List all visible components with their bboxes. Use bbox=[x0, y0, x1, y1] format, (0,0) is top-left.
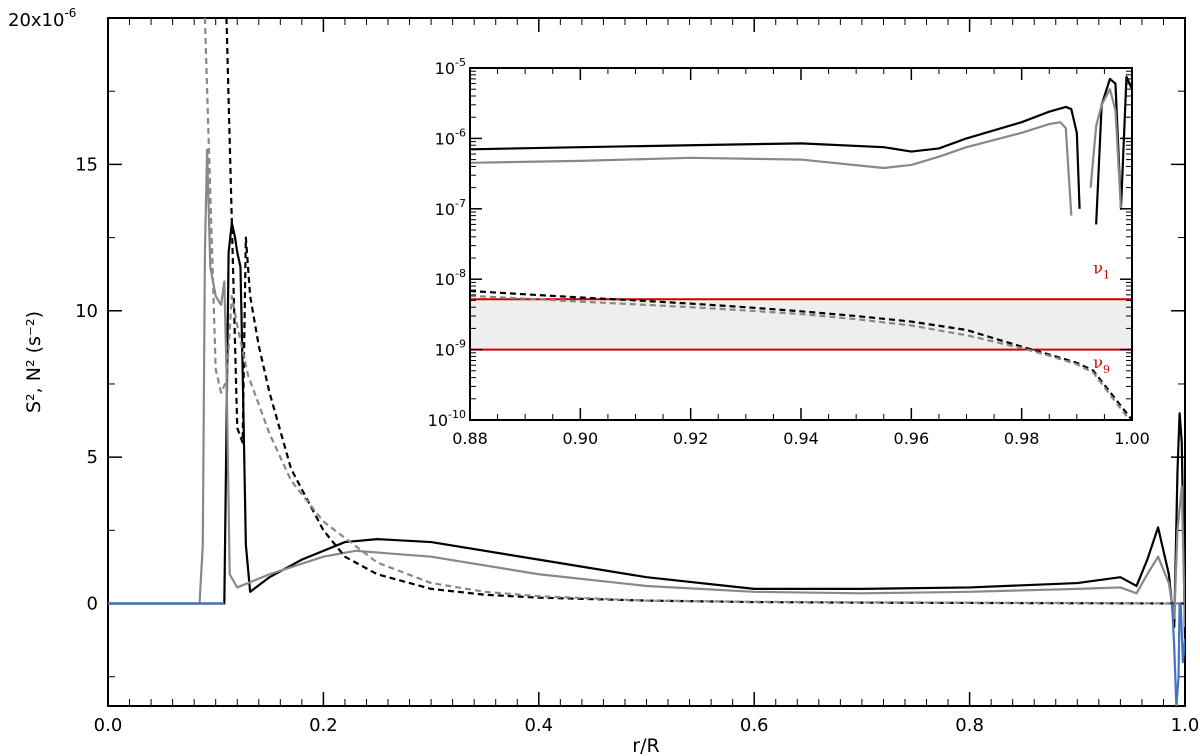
main-y-axis: 0 5 10 15 bbox=[75, 90, 1185, 678]
inset-y-tick-label: 10-10 bbox=[428, 408, 466, 430]
main-y-tick-label: 5 bbox=[87, 447, 98, 468]
inset-background bbox=[470, 68, 1132, 420]
x-axis-label: r/R bbox=[632, 735, 659, 756]
inset-x-tick-label: 0.98 bbox=[1004, 429, 1040, 448]
inset-band-fill bbox=[470, 299, 1132, 350]
inset-y-tick-label: 10-8 bbox=[435, 267, 466, 289]
main-series-line-n2_black bbox=[108, 221, 1185, 639]
main-series-line-negative_blue bbox=[108, 602, 1185, 706]
inset-band-annotation: ν9 bbox=[1093, 353, 1110, 376]
inset-x-tick-label: 0.88 bbox=[452, 429, 488, 448]
y-axis-label: S², N² (s⁻²) bbox=[23, 311, 45, 413]
inset-series-line-inset_s2_black bbox=[470, 289, 1132, 420]
inset-series-line-inset_s2_gray bbox=[470, 294, 1131, 420]
inset-y-axis: 10-10 10-9 10-8 10-7 10-6 10-5 bbox=[428, 56, 1132, 430]
inset-band-annotation: ν1 bbox=[1093, 259, 1110, 282]
inset-series-group bbox=[470, 75, 1132, 420]
inset-y-tick-label: 10-5 bbox=[435, 56, 466, 78]
main-x-tick-label: 0.4 bbox=[524, 715, 553, 736]
inset-y-tick-label: 10-9 bbox=[435, 338, 466, 360]
main-series-line-s2_gray bbox=[203, 18, 1185, 605]
main-x-tick-label: 1.0 bbox=[1171, 715, 1200, 736]
inset-x-tick-label: 0.92 bbox=[673, 429, 709, 448]
inset-x-axis: 0.88 0.90 0.92 0.94 0.96 0.98 1.00 bbox=[452, 68, 1150, 448]
main-series-group bbox=[108, 18, 1185, 706]
main-x-tick-label: 0.0 bbox=[94, 715, 123, 736]
main-y-tick-label: 15 bbox=[75, 154, 98, 175]
inset-annotations: ν1 ν9 bbox=[1093, 259, 1110, 376]
inset-x-tick-label: 0.96 bbox=[894, 429, 930, 448]
inset-y-tick-label: 10-6 bbox=[435, 126, 466, 148]
inset-band-group bbox=[470, 298, 1132, 351]
inset-y-tick-label: 10-7 bbox=[435, 197, 466, 219]
main-x-tick-label: 0.8 bbox=[955, 715, 984, 736]
inset-x-tick-label: 0.90 bbox=[563, 429, 599, 448]
main-y-tick-label: 10 bbox=[75, 301, 98, 322]
inset-x-tick-label: 1.00 bbox=[1114, 429, 1150, 448]
main-series-line-s2_black bbox=[225, 18, 1185, 605]
main-x-axis: 0.0 0.2 0.4 0.6 0.8 1.0 bbox=[94, 18, 1200, 736]
y-top-label-base: 20x10 bbox=[8, 10, 64, 31]
y-top-label: 20x10-6 bbox=[8, 6, 76, 31]
inset-series-line-inset_n2_gray bbox=[470, 88, 1123, 216]
main-panel: 0.0 0.2 0.4 0.6 0.8 1.0 0 5 10 15 20x10-6 r/R S²… bbox=[8, 6, 1199, 756]
main-x-tick-label: 0.2 bbox=[309, 715, 338, 736]
main-y-tick-label: 0 bbox=[87, 594, 98, 615]
inset-x-tick-label: 0.94 bbox=[783, 429, 819, 448]
inset-panel: 0.88 0.90 0.92 0.94 0.96 0.98 1.00 10-1010-910… bbox=[428, 56, 1150, 448]
main-series-line-n2_gray bbox=[108, 148, 1185, 627]
main-x-tick-label: 0.6 bbox=[740, 715, 769, 736]
y-top-label-exponent: -6 bbox=[64, 6, 76, 20]
